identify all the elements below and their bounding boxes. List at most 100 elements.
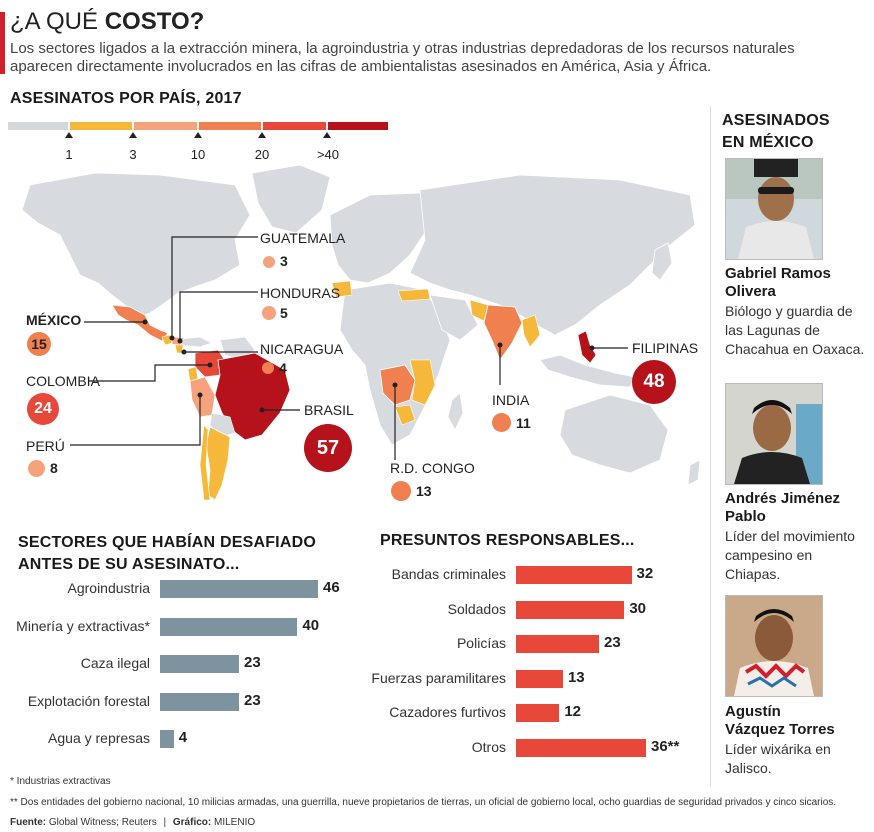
photo-gabriel [725, 158, 823, 260]
credits: Fuente: Global Witness; Reuters | Gráfic… [10, 817, 255, 828]
bubble-mexico: 15 [27, 332, 51, 356]
name-andres-line2: Pablo [725, 508, 766, 525]
mexico-title: ASESINADOS EN MÉXICO [722, 110, 862, 154]
name-agustin-line1: Agustín [725, 703, 781, 720]
europe [329, 192, 431, 284]
argentina-shape [205, 426, 231, 501]
dot-honduras [177, 338, 183, 344]
bar-label: Soldados [447, 600, 506, 617]
title-bold: COSTO? [104, 8, 205, 35]
label-nicaragua: NICARAGUA [260, 341, 344, 357]
bar [160, 580, 318, 598]
marker-guatemala [263, 256, 275, 268]
responsables-title: PRESUNTOS RESPONSABLES... [380, 532, 635, 549]
india-shape [483, 304, 523, 361]
bar-label: Agua y represas [48, 730, 150, 746]
legend-seg-0 [8, 122, 68, 130]
portrait-icon [726, 596, 822, 696]
mexico-title-line1: ASESINADOS [722, 112, 830, 129]
bar-value: 46 [323, 579, 340, 596]
bar [516, 635, 600, 653]
marker-india [492, 413, 511, 432]
myanmar-shape [521, 314, 541, 348]
leader-guatemala [171, 236, 258, 338]
philippines-shape [577, 330, 597, 364]
sectors-title: SECTORES QUE HABÍAN DESAFIADO ANTES DE S… [18, 534, 316, 573]
madagascar [447, 392, 464, 431]
legend-label-10: 10 [190, 147, 206, 162]
new-zealand [687, 459, 701, 486]
east-africa-shape [409, 359, 436, 406]
greenland [251, 164, 331, 234]
bar-value: 23 [604, 634, 621, 651]
label-brasil: BRASIL [304, 402, 354, 418]
legend-tick [323, 132, 331, 138]
name-gabriel: Gabriel Ramos Olivera [725, 265, 831, 301]
portrait-icon [726, 159, 822, 259]
legend-seg-5 [328, 122, 388, 130]
value-peru: 8 [50, 460, 58, 476]
photo-agustin [725, 595, 823, 697]
peru-shape [189, 376, 216, 418]
bar-label: Policías [456, 635, 506, 651]
marker-congo [391, 481, 411, 501]
portrait-icon [726, 384, 822, 484]
footnote-2: ** Dos entidades del gobierno nacional, … [10, 797, 837, 808]
map-legend: 1 3 10 20 >40 [8, 122, 388, 164]
label-filipinas: FILIPINAS [632, 340, 699, 356]
turkey-shape [397, 288, 431, 302]
dot-nicaragua [181, 349, 187, 355]
bar-label: Agroindustria [67, 580, 151, 596]
graphic-value: MILENIO [214, 817, 256, 828]
name-gabriel-line2: Olivera [725, 283, 776, 300]
map-title: ASESINATOS POR PAÍS, 2017 [10, 90, 242, 107]
photo-andres [725, 383, 823, 485]
bar [516, 566, 632, 584]
intro-text: Los sectores ligados a la extracción min… [10, 40, 795, 75]
marker-honduras [262, 306, 276, 320]
footnote-1: * Industrias extractivas [10, 776, 111, 787]
legend-tick [65, 132, 73, 138]
graphic-label: Gráfico: [172, 817, 212, 828]
mexico-title-line2: EN MÉXICO [722, 134, 814, 151]
desc-gabriel: Biólogo y guardia de las Lagunas de Chac… [725, 303, 865, 357]
label-colombia: COLOMBIA [26, 373, 100, 389]
leader-honduras [179, 291, 258, 341]
arabia [429, 294, 479, 341]
name-agustin: Agustín Vázquez Torres [725, 703, 835, 739]
dot-india [497, 342, 503, 348]
leader-peru [70, 395, 201, 446]
bar-value: 36** [651, 737, 680, 755]
value-nicaragua: 4 [279, 360, 287, 376]
southern-africa-shape [394, 404, 416, 426]
bar-value: 40 [302, 616, 320, 634]
bar-label: Cazadores furtivos [389, 704, 506, 720]
bar-value: 32 [636, 565, 654, 582]
legend-seg-2 [134, 122, 197, 130]
name-gabriel-line1: Gabriel Ramos [725, 265, 831, 282]
bar-value: 23 [244, 654, 261, 671]
dot-guatemala [169, 335, 175, 341]
marker-nicaragua [262, 362, 274, 374]
bar [160, 692, 239, 711]
legend-tick [194, 132, 202, 138]
legend-label-1: 1 [65, 147, 73, 162]
name-andres: Andrés Jiménez Pablo [725, 490, 840, 526]
dot-brasil [259, 407, 265, 413]
bar-label: Explotación forestal [27, 692, 150, 709]
bar-value: 23 [244, 691, 261, 709]
marker-peru [28, 460, 45, 477]
source-label: Fuente: [10, 817, 47, 828]
value-india: 11 [516, 415, 531, 431]
bar-label: Otros [471, 738, 506, 755]
bar-value: 12 [564, 703, 582, 720]
title-light: ¿A QUÉ [10, 8, 99, 35]
label-guatemala: GUATEMALA [260, 230, 346, 246]
legend-label-3: 3 [129, 147, 137, 162]
accent-bar [0, 12, 5, 74]
label-peru: PERÚ [26, 438, 65, 454]
name-andres-line1: Andrés Jiménez [725, 490, 841, 507]
bar [160, 730, 174, 748]
column-divider [710, 106, 711, 786]
leader-colombia [88, 364, 210, 382]
